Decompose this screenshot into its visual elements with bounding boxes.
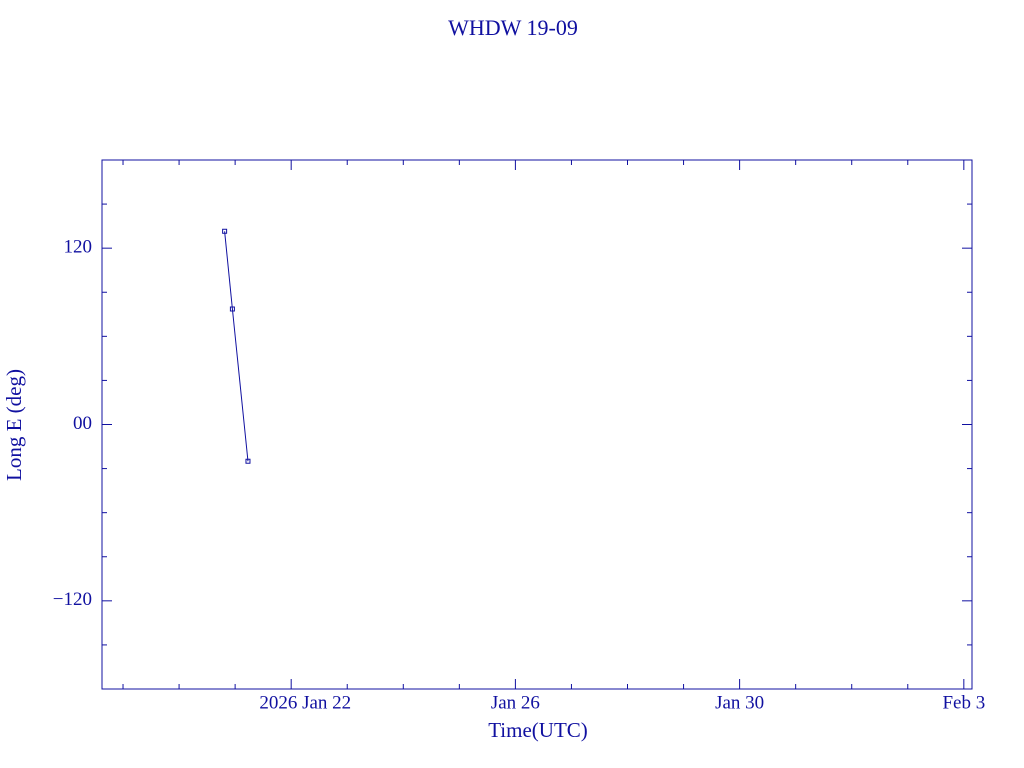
plot-frame: [101, 159, 973, 690]
data-point: [222, 228, 228, 234]
x-tick-label: Feb 3: [942, 692, 985, 713]
x-axis-label: Time(UTC): [488, 718, 588, 742]
y-tick-label: 120: [64, 237, 93, 258]
chart-title: WHDW 19-09: [448, 15, 578, 40]
x-tick-label: Jan 26: [491, 692, 540, 713]
series-line: [224, 231, 249, 462]
x-tick-label: 2026 Jan 22: [259, 692, 351, 713]
y-tick-label: 00: [73, 413, 92, 434]
x-tick-label: Jan 30: [715, 692, 764, 713]
y-tick-label: −120: [53, 589, 92, 610]
data-point: [245, 458, 251, 464]
data-point: [229, 306, 235, 312]
y-axis-label: Long E (deg): [2, 369, 26, 481]
